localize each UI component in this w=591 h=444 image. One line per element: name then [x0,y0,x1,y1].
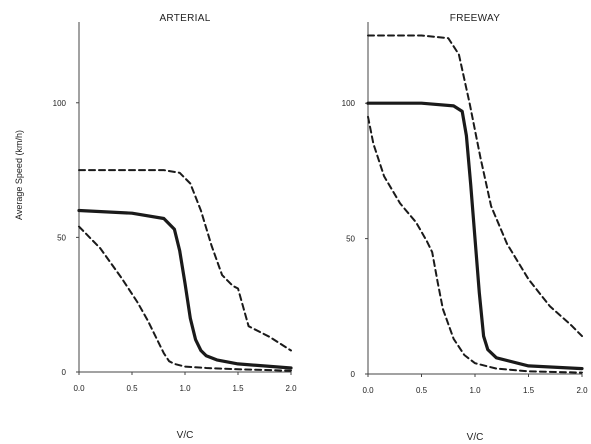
arterial-series-line-1 [78,169,292,352]
arterial-series-line-3 [78,225,292,372]
freeway-chart-title: FREEWAY [450,13,500,24]
arterial-chart-title: ARTERIAL [159,13,210,24]
arterial-series-line-2 [77,208,293,370]
arterial-y-tick-label: 100 [53,99,67,108]
arterial-x-tick-label: 2.0 [285,384,297,393]
freeway-x-tick-label: 1.5 [523,386,535,395]
arterial-y-tick-label: 0 [62,368,67,377]
freeway-y-tick-label: 100 [342,99,356,108]
y-axis-label: Average Speed (km/h) [14,130,24,220]
freeway-y-tick-label: 0 [351,370,356,379]
freeway-x-tick-label: 0.5 [416,386,428,395]
arterial-x-tick-label: 0.0 [73,384,85,393]
freeway-series-line-3 [367,115,583,374]
arterial-x-tick-label: 1.0 [179,384,191,393]
arterial-y-tick-label: 50 [57,233,66,242]
freeway-y-tick-label: 50 [346,235,355,244]
freeway-series-line-1 [367,34,583,338]
arterial-x-tick-label: 0.5 [126,384,138,393]
freeway-x-axis-label: V/C [467,432,484,443]
arterial-x-tick-label: 1.5 [232,384,244,393]
freeway-x-tick-label: 1.0 [469,386,481,395]
freeway-x-tick-label: 0.0 [362,386,374,395]
arterial-x-axis-label: V/C [177,430,194,441]
freeway-series-line-2 [366,101,584,371]
freeway-x-tick-label: 2.0 [576,386,588,395]
